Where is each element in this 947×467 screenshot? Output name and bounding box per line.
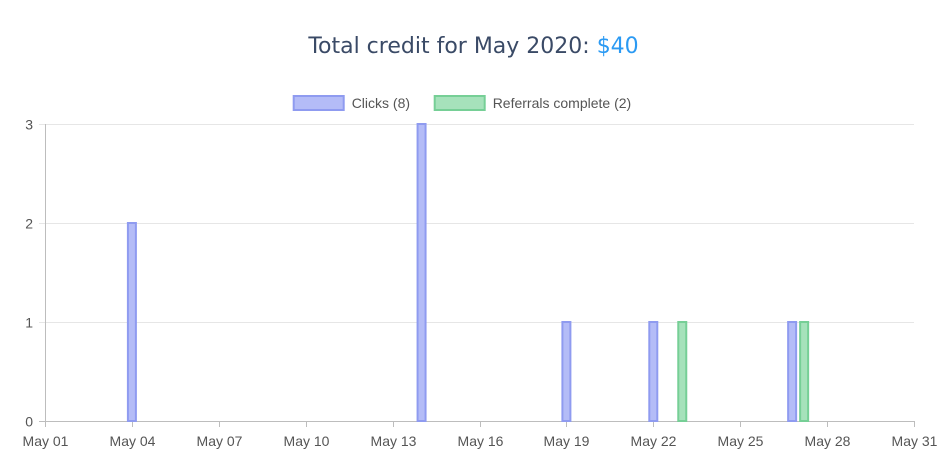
legend[interactable]: Clicks (8) Referrals complete (2) [292,95,632,111]
y-tick-label: 2 [25,216,33,232]
x-tick-label: May 31 [892,433,938,449]
x-tick-label: May 19 [544,433,590,449]
legend-label: Referrals complete (2) [493,95,632,111]
legend-item-referrals[interactable]: Referrals complete (2) [433,95,632,111]
legend-label: Clicks (8) [352,95,410,111]
y-tick-label: 3 [25,117,33,133]
legend-swatch [433,95,486,111]
clicks-bar[interactable] [126,222,137,422]
clicks-bar[interactable] [416,123,427,422]
x-tick-label: May 01 [23,433,69,449]
x-tick-label: May 16 [458,433,504,449]
x-tick-label: May 13 [371,433,417,449]
grid-lines [39,124,914,422]
referrals-bar[interactable] [677,321,688,422]
credit-amount: $40 [596,34,639,59]
clicks-bar[interactable] [561,321,572,422]
chart-title-text: Total credit for May 2020: [308,34,597,59]
legend-item-clicks[interactable]: Clicks (8) [292,95,410,111]
x-tick-label: May 07 [197,433,243,449]
x-tick-label: May 22 [631,433,677,449]
x-tick-label: May 10 [284,433,330,449]
referrals-bar[interactable] [799,321,810,422]
y-tick-label: 1 [25,315,33,331]
x-tick-label: May 25 [718,433,764,449]
bars [126,123,810,422]
clicks-bar[interactable] [787,321,798,422]
x-tick-label: May 04 [110,433,156,449]
legend-swatch [292,95,345,111]
x-tick-label: May 28 [805,433,851,449]
chart-title: Total credit for May 2020: $40 [0,34,947,59]
axes: 0 1 2 3 May 01 May 04 May 07 May 10 May 13 May 16… [23,117,938,450]
y-tick-label: 0 [25,414,33,430]
clicks-bar[interactable] [648,321,659,422]
